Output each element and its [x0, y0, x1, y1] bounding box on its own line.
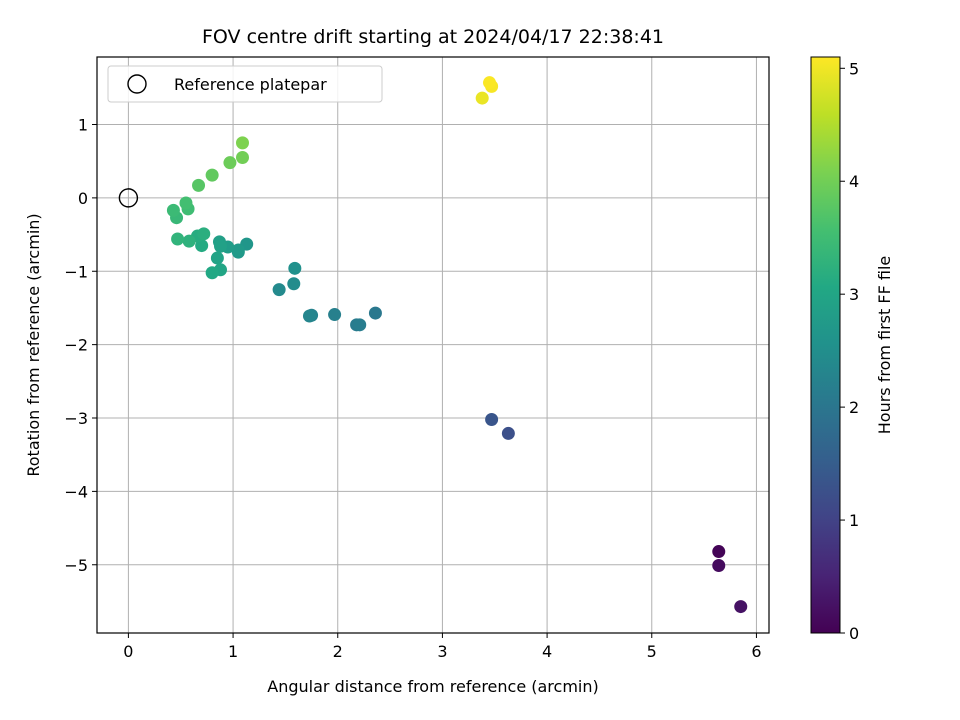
x-axis-label: Angular distance from reference (arcmin)	[267, 677, 598, 696]
colorbar: 0 1 2 3 4 5 Hours from first FF file	[810, 56, 894, 643]
colorbar-tick-label: 4	[849, 172, 859, 191]
colorbar-tick-label: 2	[849, 398, 859, 417]
scatter-points	[118, 76, 748, 614]
data-point	[328, 308, 342, 322]
x-tick-label: 0	[123, 642, 133, 661]
y-tick-label: −4	[64, 482, 88, 501]
data-point	[712, 558, 726, 572]
colorbar-tick-label: 3	[849, 285, 859, 304]
data-point	[223, 156, 237, 170]
chart-title: FOV centre drift starting at 2024/04/17 …	[202, 26, 664, 48]
legend-marker-reference	[127, 74, 147, 94]
data-point	[192, 178, 206, 192]
colorbar-tick-label: 1	[849, 511, 859, 530]
colorbar-tick-label: 0	[849, 624, 859, 643]
y-tick-label: −1	[64, 262, 88, 281]
data-point	[205, 168, 219, 182]
data-point	[475, 91, 489, 105]
data-point	[483, 76, 497, 90]
y-tick-label: 1	[78, 116, 88, 135]
x-tick-label: 5	[647, 642, 657, 661]
y-tick-label: 0	[78, 189, 88, 208]
data-point	[288, 261, 302, 275]
y-tick-label: −2	[64, 336, 88, 355]
y-tick-label: −5	[64, 556, 88, 575]
data-point	[287, 277, 301, 291]
data-point	[501, 426, 515, 440]
x-tick-label: 1	[228, 642, 238, 661]
data-point	[302, 309, 316, 323]
grid-lines	[97, 57, 769, 633]
data-point	[231, 243, 245, 257]
data-point	[272, 283, 286, 297]
data-point	[171, 232, 185, 246]
legend-box	[107, 65, 383, 103]
data-point	[166, 203, 180, 217]
y-axis: 1 0 −1 −2 −3 −4 −5	[64, 116, 97, 575]
y-axis-label: Rotation from reference (arcmin)	[24, 213, 43, 476]
colorbar-ticks: 0 1 2 3 4 5	[840, 59, 859, 643]
colorbar-gradient	[810, 56, 841, 634]
x-tick-label: 3	[437, 642, 447, 661]
data-point	[368, 306, 382, 320]
data-point	[235, 151, 249, 165]
reference-point	[118, 188, 139, 208]
colorbar-label: Hours from first FF file	[875, 256, 894, 435]
y-tick-label: −3	[64, 409, 88, 428]
data-point	[197, 227, 211, 241]
colorbar-tick-label: 5	[849, 59, 859, 78]
data-point	[214, 239, 228, 253]
data-point	[353, 318, 367, 332]
data-point	[734, 600, 748, 614]
data-point	[235, 136, 249, 150]
data-point	[182, 234, 196, 248]
data-point	[205, 266, 219, 280]
data-point	[179, 196, 193, 210]
x-axis: 0 1 2 3 4 5 6	[123, 633, 762, 661]
data-point	[712, 545, 726, 559]
x-tick-label: 4	[542, 642, 552, 661]
data-point	[485, 412, 499, 426]
legend-label-reference: Reference platepar	[174, 75, 327, 94]
legend: Reference platepar	[107, 65, 383, 103]
x-tick-label: 6	[751, 642, 761, 661]
x-tick-label: 2	[333, 642, 343, 661]
data-point	[210, 251, 224, 265]
